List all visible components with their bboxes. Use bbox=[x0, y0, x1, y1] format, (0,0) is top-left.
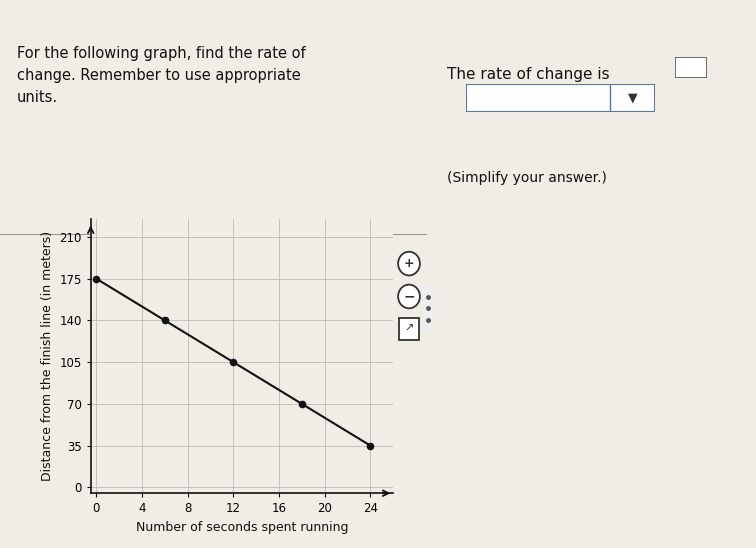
Point bbox=[91, 275, 103, 283]
FancyBboxPatch shape bbox=[399, 318, 419, 340]
Text: −: − bbox=[403, 289, 415, 303]
FancyBboxPatch shape bbox=[138, 216, 217, 240]
Text: ↗: ↗ bbox=[404, 324, 414, 334]
Circle shape bbox=[398, 284, 420, 309]
Text: The rate of change is: The rate of change is bbox=[447, 66, 609, 82]
FancyBboxPatch shape bbox=[466, 84, 655, 112]
Point bbox=[228, 358, 240, 367]
Text: For the following graph, find the rate of
change. Remember to use appropriate
un: For the following graph, find the rate o… bbox=[17, 45, 305, 105]
FancyBboxPatch shape bbox=[675, 57, 707, 78]
Text: • • •: • • • bbox=[166, 222, 190, 232]
Text: (Simplify your answer.): (Simplify your answer.) bbox=[447, 171, 607, 185]
Circle shape bbox=[398, 252, 420, 276]
Y-axis label: Distance from the finish line (in meters): Distance from the finish line (in meters… bbox=[41, 231, 54, 481]
Point bbox=[159, 316, 171, 325]
Text: +: + bbox=[404, 256, 414, 270]
X-axis label: Number of seconds spent running: Number of seconds spent running bbox=[135, 521, 349, 534]
Text: ▼: ▼ bbox=[628, 92, 637, 105]
Point bbox=[296, 399, 308, 408]
FancyBboxPatch shape bbox=[420, 280, 435, 336]
Point bbox=[364, 441, 376, 450]
